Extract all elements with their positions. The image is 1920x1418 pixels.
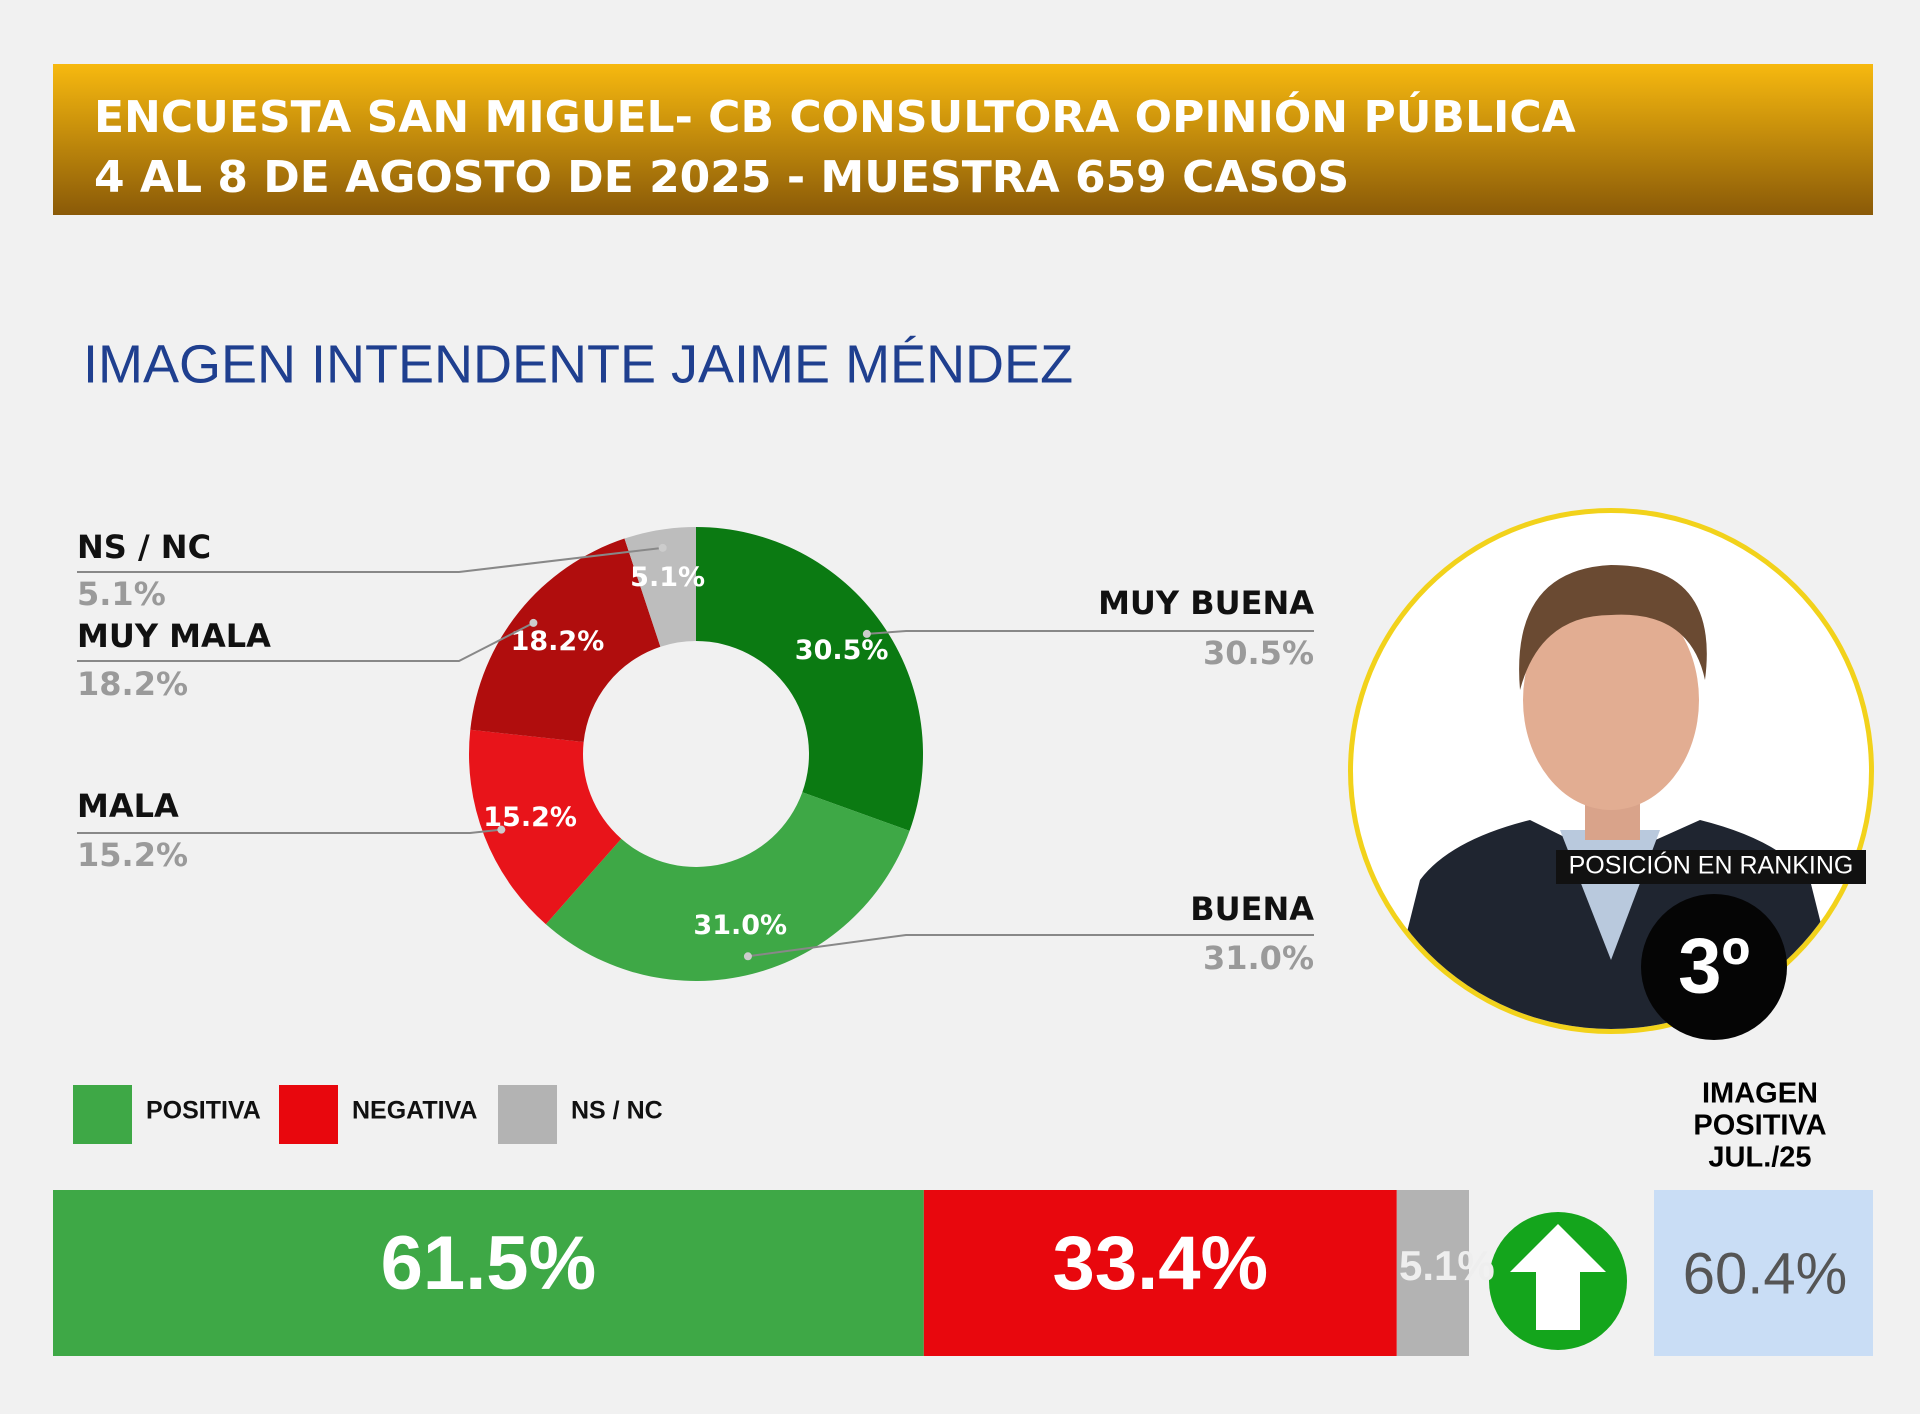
slice-label: 30.5%: [795, 635, 889, 666]
legend-swatch: [279, 1085, 338, 1144]
category-value: 31.0%: [1203, 939, 1314, 977]
ranking-label-bg: [1556, 850, 1866, 884]
category-value: 18.2%: [77, 665, 188, 703]
bar-segment: [1396, 1190, 1469, 1356]
previous-label: POSITIVA: [1693, 1110, 1826, 1142]
ranking-label: POSICIÓN EN RANKING: [1569, 851, 1854, 880]
leader-dot: [743, 952, 752, 961]
slice-label: 18.2%: [511, 626, 605, 657]
category-label: MUY BUENA: [1098, 584, 1314, 622]
ranking-badge: [1641, 894, 1787, 1040]
previous-box: [1654, 1190, 1873, 1356]
bar-label: 5.1%: [1399, 1242, 1495, 1289]
category-label: BUENA: [1190, 890, 1314, 928]
category-value: 15.2%: [77, 836, 188, 874]
category-value: 30.5%: [1203, 634, 1314, 672]
chart-title: IMAGEN INTENDENTE JAIME MÉNDEZ: [83, 334, 1073, 394]
leader-line: [77, 622, 534, 662]
category-label: NS / NC: [77, 528, 211, 566]
bar-segment: [53, 1190, 924, 1356]
previous-label: IMAGEN: [1702, 1078, 1818, 1110]
donut-slice: [624, 527, 696, 647]
legend-swatch: [498, 1085, 557, 1144]
donut-slice: [545, 792, 910, 981]
slice-label: 5.1%: [630, 562, 705, 593]
bar-label: 33.4%: [1053, 1221, 1269, 1306]
category-value: 5.1%: [77, 575, 166, 613]
leader-line: [77, 546, 663, 573]
header-bar: [53, 64, 1873, 215]
leader-dot: [497, 825, 506, 834]
leader-dot: [529, 618, 538, 627]
bar-segment: [923, 1190, 1397, 1356]
legend-label: POSITIVA: [146, 1097, 261, 1125]
leader-line: [866, 630, 1314, 635]
donut-slice: [696, 527, 923, 831]
slice-label: 31.0%: [693, 910, 787, 941]
leader-line: [77, 828, 502, 834]
slice-label: 15.2%: [483, 802, 577, 833]
donut-slice: [469, 729, 622, 925]
category-label: MALA: [77, 787, 179, 825]
legend-swatch: [73, 1085, 132, 1144]
legend-label: NS / NC: [571, 1097, 663, 1125]
bar-label: 61.5%: [381, 1221, 597, 1306]
leader-line: [747, 934, 1314, 958]
leader-dot: [862, 629, 871, 638]
legend-label: NEGATIVA: [352, 1097, 477, 1125]
previous-label: JUL./25: [1708, 1142, 1811, 1174]
header-line: 4 AL 8 DE AGOSTO DE 2025 - MUESTRA 659 C…: [94, 152, 1349, 203]
leader-dot: [658, 543, 667, 552]
up-arrow-icon: [1489, 1212, 1627, 1350]
donut-slice: [470, 538, 661, 742]
header-line: ENCUESTA SAN MIGUEL- CB CONSULTORA OPINI…: [94, 90, 1576, 143]
previous-value: 60.4%: [1683, 1241, 1847, 1306]
ranking-position: 3º: [1678, 922, 1750, 1010]
category-label: MUY MALA: [77, 617, 271, 655]
